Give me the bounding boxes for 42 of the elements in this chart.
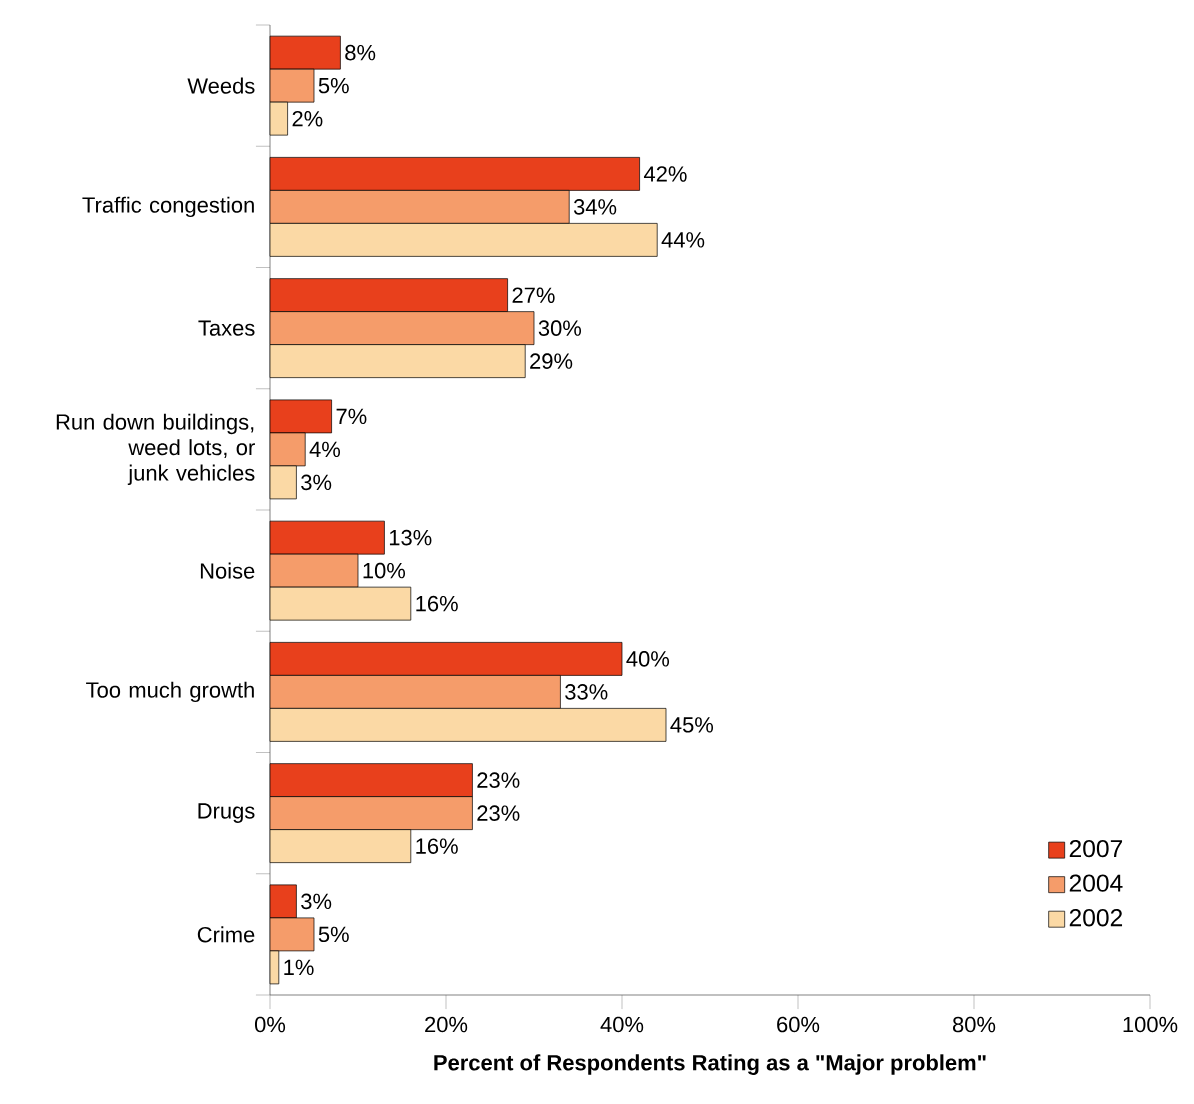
x-tick-label: 20%: [425, 1016, 468, 1033]
data-label: 16%: [416, 838, 458, 854]
data-label: 27%: [512, 287, 555, 303]
data-label: 42%: [643, 166, 687, 182]
data-label: 23%: [477, 805, 520, 821]
data-label: 44%: [661, 232, 705, 248]
x-axis-title: Percent of Respondents Rating as a "Major problem": [434, 1054, 986, 1075]
data-label: 29%: [530, 353, 573, 369]
data-label: 5%: [318, 77, 349, 94]
y-tick-label: Taxes: [198, 320, 255, 336]
data-label: 5%: [318, 926, 349, 943]
x-tick-label: 100%: [1123, 1016, 1178, 1033]
data-label: 4%: [309, 441, 341, 458]
data-label: 45%: [670, 717, 714, 733]
data-label: 13%: [389, 529, 432, 546]
y-tick-label: Traffic congestion: [82, 196, 254, 218]
data-label: 3%: [301, 893, 332, 910]
x-tick-label: 0%: [254, 1016, 286, 1033]
data-label: 2%: [292, 110, 323, 127]
y-tick-label: Weeds: [187, 77, 255, 94]
x-tick-label: 60%: [777, 1016, 820, 1033]
data-label: 8%: [345, 44, 376, 61]
x-tick-label: 80%: [952, 1016, 996, 1033]
data-label: 40%: [626, 651, 670, 667]
y-tick-label: Crime: [197, 926, 255, 943]
legend-label: 2007: [1069, 839, 1123, 858]
legend-label: 2002: [1069, 908, 1123, 927]
data-label: 34%: [573, 199, 617, 215]
legend-label: 2004: [1069, 874, 1123, 892]
data-label: 30%: [538, 320, 582, 336]
data-label: 1%: [284, 959, 314, 976]
y-tick-label: Too much growth: [86, 681, 254, 703]
data-label: 10%: [363, 562, 406, 579]
data-label: 33%: [565, 684, 608, 700]
data-label: 7%: [336, 408, 367, 425]
data-label: 3%: [301, 474, 332, 491]
data-label: 23%: [477, 772, 520, 788]
data-label: 16%: [416, 595, 458, 612]
x-tick-label: 40%: [600, 1016, 644, 1033]
y-tick-label: Noise: [200, 562, 255, 579]
y-tick-label: Run down buildings, weed lots, or junk vehicles: [56, 413, 255, 486]
y-tick-label: Drugs: [198, 803, 255, 823]
